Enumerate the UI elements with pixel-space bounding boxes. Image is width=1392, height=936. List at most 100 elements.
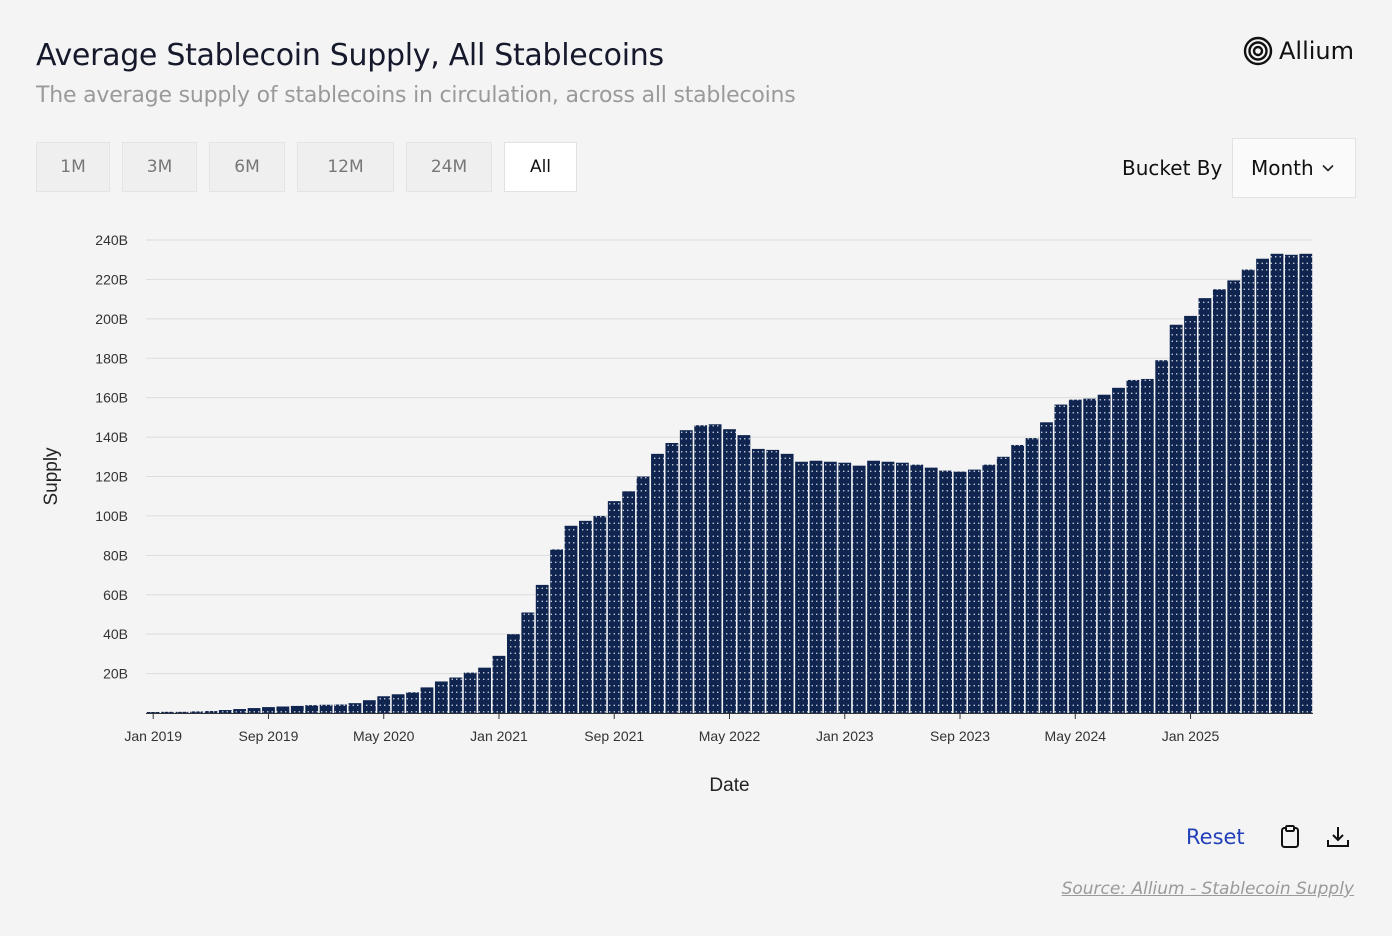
range-button-3m[interactable]: 3M xyxy=(122,142,197,192)
bar-2020-03[interactable] xyxy=(348,703,362,713)
bar-2025-07[interactable] xyxy=(1270,253,1284,713)
bar-2025-06[interactable] xyxy=(1256,258,1269,713)
clipboard-icon[interactable] xyxy=(1277,824,1303,850)
bar-2023-05[interactable] xyxy=(895,462,909,713)
bar-2025-03[interactable] xyxy=(1212,289,1226,713)
y-tick-label: 40B xyxy=(103,626,128,642)
bar-2025-08[interactable] xyxy=(1284,254,1298,713)
bar-2019-06[interactable] xyxy=(218,710,232,713)
bar-2025-09[interactable] xyxy=(1299,253,1313,713)
bar-2025-04[interactable] xyxy=(1227,280,1241,713)
bar-2024-01[interactable] xyxy=(1011,444,1025,713)
bar-2025-02[interactable] xyxy=(1198,298,1212,713)
bar-2021-02[interactable] xyxy=(506,634,520,713)
bar-2019-04[interactable] xyxy=(190,711,203,713)
range-button-1m[interactable]: 1M xyxy=(36,142,110,192)
bar-2020-02[interactable] xyxy=(334,704,347,713)
bar-2023-11[interactable] xyxy=(982,464,996,713)
bar-2020-12[interactable] xyxy=(478,667,491,713)
download-icon[interactable] xyxy=(1325,824,1351,850)
bar-2022-07[interactable] xyxy=(751,448,765,713)
bar-2024-08[interactable] xyxy=(1112,387,1125,713)
bar-2019-03[interactable] xyxy=(175,711,189,713)
bar-2022-12[interactable] xyxy=(823,461,837,713)
bar-2023-04[interactable] xyxy=(881,461,895,713)
bar-2020-05[interactable] xyxy=(377,696,391,713)
bar-2024-05[interactable] xyxy=(1068,399,1082,713)
bar-2025-01[interactable] xyxy=(1184,315,1197,713)
reset-button[interactable]: Reset xyxy=(1186,825,1245,849)
bar-2023-10[interactable] xyxy=(968,469,981,713)
bar-2021-01[interactable] xyxy=(492,655,506,713)
bar-2021-12[interactable] xyxy=(651,453,664,713)
x-tick-label: Sep 2023 xyxy=(930,728,990,744)
bar-2022-03[interactable] xyxy=(694,425,708,713)
bar-2019-01[interactable] xyxy=(146,712,160,713)
bar-2023-02[interactable] xyxy=(852,465,866,713)
bar-2023-06[interactable] xyxy=(910,464,924,713)
bar-2020-01[interactable] xyxy=(319,704,333,713)
bar-2022-11[interactable] xyxy=(809,460,823,713)
bar-2025-05[interactable] xyxy=(1241,269,1255,713)
bar-2023-08[interactable] xyxy=(939,470,953,713)
bar-2021-05[interactable] xyxy=(550,549,564,713)
bar-2023-12[interactable] xyxy=(996,456,1010,713)
y-tick-label: 140B xyxy=(95,429,128,445)
bar-2021-08[interactable] xyxy=(593,515,607,713)
bar-2020-04[interactable] xyxy=(362,700,376,713)
bar-2024-10[interactable] xyxy=(1140,378,1154,713)
bar-2021-11[interactable] xyxy=(636,476,650,714)
bar-2024-03[interactable] xyxy=(1040,422,1053,713)
y-tick-label: 220B xyxy=(95,271,128,287)
bar-2019-10[interactable] xyxy=(276,706,290,713)
bar-2019-12[interactable] xyxy=(305,705,319,713)
bar-2021-09[interactable] xyxy=(607,501,621,713)
bar-2024-09[interactable] xyxy=(1126,379,1140,713)
bar-2020-09[interactable] xyxy=(434,681,448,713)
bar-2023-01[interactable] xyxy=(838,462,852,713)
range-button-24m[interactable]: 24M xyxy=(406,142,492,192)
bucket-select-value: Month xyxy=(1251,156,1314,180)
bar-2021-03[interactable] xyxy=(521,612,535,713)
bar-2021-07[interactable] xyxy=(579,520,592,713)
bar-2020-10[interactable] xyxy=(449,677,463,713)
bar-2024-06[interactable] xyxy=(1083,398,1097,713)
bar-2021-06[interactable] xyxy=(564,525,578,713)
bar-2024-02[interactable] xyxy=(1025,438,1039,713)
x-tick-label: May 2024 xyxy=(1045,728,1107,744)
bar-2024-12[interactable] xyxy=(1169,324,1183,713)
bar-2021-04[interactable] xyxy=(535,584,549,713)
bar-2024-07[interactable] xyxy=(1097,394,1111,713)
bar-2019-09[interactable] xyxy=(262,707,275,713)
bar-2019-08[interactable] xyxy=(247,708,261,713)
bar-2020-08[interactable] xyxy=(420,687,434,713)
bar-2021-10[interactable] xyxy=(622,491,636,713)
range-button-6m[interactable]: 6M xyxy=(209,142,285,192)
bar-2019-11[interactable] xyxy=(290,705,304,713)
bar-2024-11[interactable] xyxy=(1155,360,1169,713)
bar-2022-02[interactable] xyxy=(679,430,693,713)
range-button-all[interactable]: All xyxy=(504,142,577,192)
bar-2019-07[interactable] xyxy=(233,709,247,713)
range-button-12m[interactable]: 12M xyxy=(297,142,394,192)
bar-2024-04[interactable] xyxy=(1054,404,1068,713)
bar-2022-09[interactable] xyxy=(780,453,794,713)
bar-2020-07[interactable] xyxy=(406,692,419,713)
bar-2022-01[interactable] xyxy=(665,442,679,713)
bar-2022-10[interactable] xyxy=(795,461,808,713)
bar-2019-05[interactable] xyxy=(204,711,218,713)
bar-2019-02[interactable] xyxy=(161,711,175,713)
bar-2022-04[interactable] xyxy=(708,424,722,713)
bar-2020-11[interactable] xyxy=(463,672,477,713)
bar-2023-07[interactable] xyxy=(924,467,938,713)
x-tick-label: Jan 2025 xyxy=(1162,728,1220,744)
bar-2022-05[interactable] xyxy=(723,429,736,713)
bar-2022-08[interactable] xyxy=(766,449,780,713)
bucket-select[interactable]: Month xyxy=(1232,138,1356,198)
x-tick-label: Jan 2021 xyxy=(470,728,528,744)
source-link[interactable]: Source: Allium - Stablecoin Supply xyxy=(1061,879,1354,899)
bar-2020-06[interactable] xyxy=(391,694,405,713)
bar-2023-03[interactable] xyxy=(867,460,880,713)
bar-2023-09[interactable] xyxy=(953,471,967,713)
bar-2022-06[interactable] xyxy=(737,435,751,713)
